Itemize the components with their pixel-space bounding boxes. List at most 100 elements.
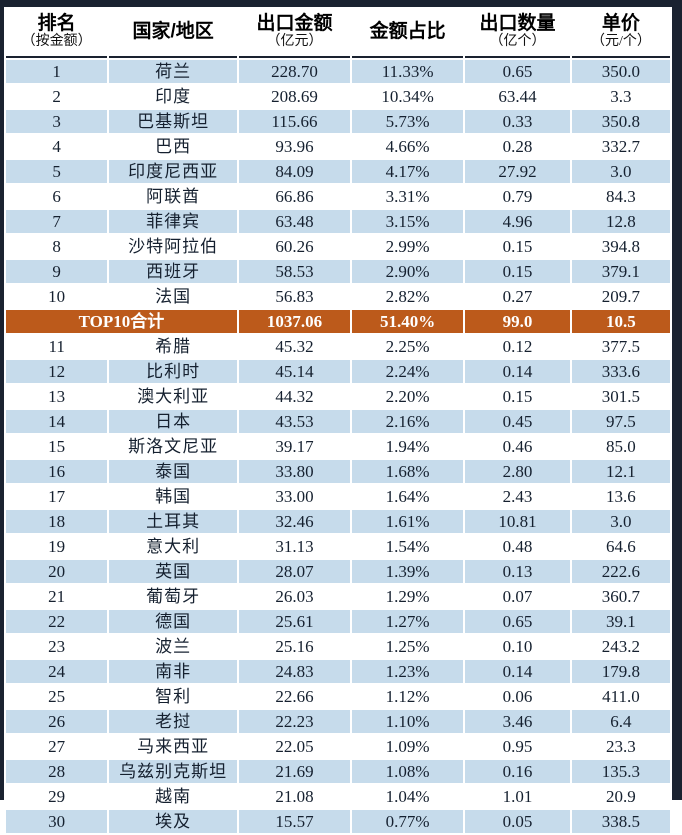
cell-amount: 208.69: [238, 85, 351, 108]
cell-quantity: 0.05: [465, 810, 570, 833]
cell-amount: 43.53: [238, 410, 351, 433]
cell-quantity: 0.12: [465, 335, 570, 358]
cell-amount: 228.70: [238, 60, 351, 83]
cell-quantity: 0.13: [465, 560, 570, 583]
cell-amount: 22.66: [238, 685, 351, 708]
cell-amount: 60.26: [238, 235, 351, 258]
cell-country: 南非: [109, 660, 237, 683]
header-rank-label: 排名: [37, 12, 76, 34]
cell-share: 2.25%: [352, 335, 464, 358]
cell-amount: 22.05: [238, 735, 351, 758]
cell-quantity: 0.95: [465, 735, 570, 758]
cell-rank: 6: [6, 185, 108, 208]
cell-country: 埃及: [109, 810, 237, 833]
cell-rank: 13: [6, 385, 108, 408]
cell-amount: 63.48: [238, 210, 351, 233]
cell-rank: 23: [6, 635, 108, 658]
table-row: 10 法国 56.83 2.82% 0.27 209.7: [6, 285, 670, 308]
cell-amount: 93.96: [238, 135, 351, 158]
cell-country: 越南: [109, 785, 237, 808]
header-price-label: 单价: [601, 12, 640, 34]
cell-price: 350.0: [571, 60, 670, 83]
cell-country: 荷兰: [109, 60, 237, 83]
header-country-label: 国家/地区: [132, 20, 214, 42]
cell-quantity: 3.46: [465, 710, 570, 733]
cell-price: 179.8: [571, 660, 670, 683]
cell-country: 德国: [109, 610, 237, 633]
table-row: 26 老挝 22.23 1.10% 3.46 6.4: [6, 710, 670, 733]
table-row: 12 比利时 45.14 2.24% 0.14 333.6: [6, 360, 670, 383]
cell-rank: 17: [6, 485, 108, 508]
cell-rank: 28: [6, 760, 108, 783]
cell-price: 360.7: [571, 585, 670, 608]
table-row: 13 澳大利亚 44.32 2.20% 0.15 301.5: [6, 385, 670, 408]
cell-quantity: 10.81: [465, 510, 570, 533]
cell-price: 20.9: [571, 785, 670, 808]
total-label: TOP10合计: [6, 310, 237, 333]
cell-amount: 32.46: [238, 510, 351, 533]
table-row: 2 印度 208.69 10.34% 63.44 3.3: [6, 85, 670, 108]
cell-rank: 25: [6, 685, 108, 708]
cell-share: 1.12%: [352, 685, 464, 708]
cell-price: 3.0: [571, 510, 670, 533]
cell-price: 350.8: [571, 110, 670, 133]
cell-rank: 19: [6, 535, 108, 558]
table-row: 1 荷兰 228.70 11.33% 0.65 350.0: [6, 60, 670, 83]
cell-rank: 2: [6, 85, 108, 108]
cell-quantity: 4.96: [465, 210, 570, 233]
cell-quantity: 0.45: [465, 410, 570, 433]
cell-country: 比利时: [109, 360, 237, 383]
top10-total-row: TOP10合计 1037.06 51.40% 99.0 10.5: [6, 310, 670, 333]
cell-price: 135.3: [571, 760, 670, 783]
cell-amount: 84.09: [238, 160, 351, 183]
header-share: 金额占比: [352, 9, 464, 58]
header-share-label: 金额占比: [369, 20, 446, 42]
table-row: 4 巴西 93.96 4.66% 0.28 332.7: [6, 135, 670, 158]
cell-share: 1.25%: [352, 635, 464, 658]
cell-quantity: 0.14: [465, 660, 570, 683]
cell-price: 301.5: [571, 385, 670, 408]
cell-rank: 27: [6, 735, 108, 758]
cell-rank: 16: [6, 460, 108, 483]
cell-quantity: 99.0: [465, 310, 570, 333]
cell-rank: 7: [6, 210, 108, 233]
header-price: 单价 （元/个）: [571, 9, 670, 58]
cell-quantity: 2.43: [465, 485, 570, 508]
cell-country: 智利: [109, 685, 237, 708]
table-row: 23 波兰 25.16 1.25% 0.10 243.2: [6, 635, 670, 658]
cell-country: 日本: [109, 410, 237, 433]
cell-quantity: 27.92: [465, 160, 570, 183]
cell-country: 波兰: [109, 635, 237, 658]
cell-share: 11.33%: [352, 60, 464, 83]
table-row: 11 希腊 45.32 2.25% 0.12 377.5: [6, 335, 670, 358]
cell-country: 巴基斯坦: [109, 110, 237, 133]
cell-share: 2.90%: [352, 260, 464, 283]
cell-country: 韩国: [109, 485, 237, 508]
cell-country: 希腊: [109, 335, 237, 358]
cell-share: 1.09%: [352, 735, 464, 758]
cell-price: 209.7: [571, 285, 670, 308]
cell-price: 411.0: [571, 685, 670, 708]
table-row: 16 泰国 33.80 1.68% 2.80 12.1: [6, 460, 670, 483]
cell-rank: 30: [6, 810, 108, 833]
cell-amount: 56.83: [238, 285, 351, 308]
cell-share: 10.34%: [352, 85, 464, 108]
cell-country: 沙特阿拉伯: [109, 235, 237, 258]
cell-amount: 58.53: [238, 260, 351, 283]
cell-amount: 66.86: [238, 185, 351, 208]
cell-price: 338.5: [571, 810, 670, 833]
cell-amount: 33.80: [238, 460, 351, 483]
cell-price: 13.6: [571, 485, 670, 508]
table-header: 排名 （按金额） 国家/地区 出口金额 （亿元） 金额占比 出口数量 （亿个）: [6, 9, 670, 58]
cell-rank: 20: [6, 560, 108, 583]
table-row: 27 马来西亚 22.05 1.09% 0.95 23.3: [6, 735, 670, 758]
cell-price: 85.0: [571, 435, 670, 458]
cell-rank: 29: [6, 785, 108, 808]
cell-price: 3.0: [571, 160, 670, 183]
header-amount: 出口金额 （亿元）: [238, 9, 351, 58]
cell-share: 0.77%: [352, 810, 464, 833]
cell-price: 84.3: [571, 185, 670, 208]
cell-rank: 3: [6, 110, 108, 133]
cell-amount: 115.66: [238, 110, 351, 133]
cell-quantity: 0.65: [465, 60, 570, 83]
